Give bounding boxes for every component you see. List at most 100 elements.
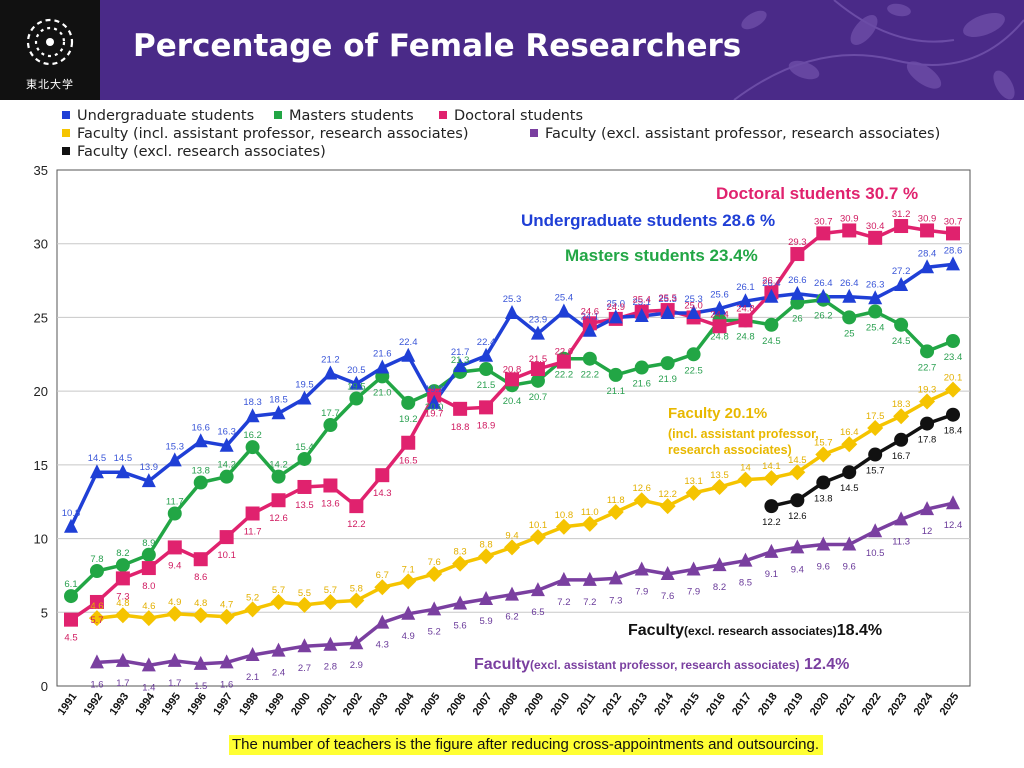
chart-annotation: Faculty 20.1% bbox=[668, 405, 767, 422]
y-tick-label: 35 bbox=[34, 163, 48, 178]
annotation-value: 18.4% bbox=[837, 622, 882, 639]
data-point bbox=[945, 381, 961, 398]
annotation-subtext: (excl. assistant professor, research ass… bbox=[530, 658, 799, 672]
y-tick-label: 15 bbox=[34, 458, 48, 473]
chart-annotation: Masters students 23.4% bbox=[565, 246, 758, 265]
data-point bbox=[297, 638, 312, 653]
data-label: 13.6 bbox=[321, 498, 340, 509]
data-label: 13.1 bbox=[684, 476, 703, 487]
data-label: 5.6 bbox=[454, 620, 467, 631]
data-label: 14.5 bbox=[114, 453, 133, 464]
data-point bbox=[141, 547, 156, 562]
data-label: 25.4 bbox=[632, 295, 651, 306]
data-label: 7.1 bbox=[402, 564, 415, 575]
y-tick-label: 30 bbox=[34, 237, 48, 252]
chart-annotation: Doctoral students 30.7 % bbox=[716, 184, 918, 203]
x-tick-label: 2012 bbox=[600, 691, 624, 718]
data-point bbox=[790, 285, 805, 300]
data-label: 4.7 bbox=[220, 600, 233, 611]
data-point bbox=[478, 548, 495, 565]
data-label: 9.4 bbox=[168, 560, 181, 571]
data-label: 19.7 bbox=[425, 409, 444, 420]
data-label: 9.6 bbox=[843, 561, 856, 572]
data-point bbox=[244, 601, 261, 618]
data-point bbox=[271, 493, 286, 508]
data-point bbox=[245, 408, 260, 423]
data-label: 10.8 bbox=[555, 510, 574, 521]
data-label: 4.9 bbox=[168, 597, 181, 608]
footnote: The number of teachers is the figure aft… bbox=[229, 735, 823, 755]
data-label: 2.7 bbox=[298, 663, 311, 674]
data-label: 10.8 bbox=[62, 508, 81, 519]
data-label: 21.6 bbox=[632, 379, 651, 390]
data-label: 9.4 bbox=[791, 564, 804, 575]
data-label: 2.9 bbox=[350, 660, 363, 671]
data-label: 7.2 bbox=[583, 597, 596, 608]
data-point bbox=[504, 539, 520, 556]
data-label: 20.4 bbox=[503, 396, 522, 407]
data-label: 16.5 bbox=[399, 456, 418, 467]
data-point bbox=[738, 552, 753, 567]
data-point bbox=[193, 655, 208, 670]
data-label: 21.7 bbox=[451, 347, 470, 358]
data-label: 4.8 bbox=[116, 598, 129, 609]
data-point bbox=[816, 288, 831, 303]
data-point bbox=[608, 570, 623, 585]
data-point bbox=[894, 219, 909, 234]
data-label: 26.7 bbox=[762, 275, 781, 286]
data-label: 16.4 bbox=[840, 427, 859, 438]
data-label: 15.3 bbox=[166, 441, 185, 452]
annotation-text: Undergraduate students 28.6 % bbox=[521, 211, 775, 230]
data-point bbox=[530, 373, 545, 388]
data-point bbox=[219, 437, 234, 452]
data-point bbox=[686, 561, 701, 576]
data-label: 18.4 bbox=[944, 426, 963, 437]
data-label: 12.6 bbox=[788, 511, 807, 522]
x-tick-label: 2006 bbox=[445, 691, 469, 718]
data-label: 4.8 bbox=[194, 598, 207, 609]
data-point bbox=[894, 276, 909, 291]
data-point bbox=[297, 451, 312, 466]
data-point bbox=[763, 470, 780, 487]
x-tick-label: 2017 bbox=[730, 691, 754, 718]
legend-label: Faculty (excl. assistant professor, rese… bbox=[545, 126, 941, 142]
data-label: 25.3 bbox=[658, 294, 677, 305]
x-tick-label: 2021 bbox=[834, 691, 858, 718]
data-point bbox=[375, 468, 390, 483]
data-point bbox=[529, 529, 546, 546]
data-label: 24.4 bbox=[710, 309, 729, 320]
data-point bbox=[349, 635, 364, 650]
annotation-text: Faculty bbox=[474, 656, 530, 673]
data-label: 21.0 bbox=[373, 387, 392, 398]
data-label: 26.6 bbox=[788, 275, 807, 286]
x-tick-label: 1991 bbox=[56, 691, 80, 718]
x-tick-label: 2005 bbox=[419, 691, 443, 718]
data-point bbox=[841, 436, 858, 453]
data-point bbox=[323, 636, 338, 651]
data-point bbox=[789, 464, 806, 481]
x-tick-label: 2010 bbox=[548, 691, 572, 718]
data-label: 13.8 bbox=[814, 494, 833, 505]
data-label: 18.8 bbox=[451, 422, 470, 433]
data-label: 7.6 bbox=[661, 591, 674, 602]
data-label: 9.6 bbox=[817, 561, 830, 572]
data-point bbox=[400, 573, 417, 590]
data-label: 6.5 bbox=[531, 607, 544, 618]
data-point bbox=[166, 605, 183, 622]
data-label: 21.2 bbox=[321, 354, 340, 365]
data-point bbox=[323, 418, 338, 433]
data-point bbox=[764, 317, 779, 332]
data-point bbox=[530, 325, 545, 340]
data-label: 25.3 bbox=[684, 294, 703, 305]
data-point bbox=[556, 303, 571, 318]
data-label: 8.6 bbox=[194, 572, 207, 583]
data-label: 18.3 bbox=[243, 397, 262, 408]
annotation-text: Faculty 20.1% bbox=[668, 405, 767, 422]
data-label: 31.2 bbox=[892, 209, 911, 220]
x-tick-label: 2015 bbox=[678, 691, 702, 718]
data-point bbox=[89, 654, 104, 669]
data-label: 14.2 bbox=[217, 460, 236, 471]
data-label: 6.7 bbox=[376, 570, 389, 581]
data-label: 21.5 bbox=[477, 380, 496, 391]
data-point bbox=[374, 579, 391, 596]
